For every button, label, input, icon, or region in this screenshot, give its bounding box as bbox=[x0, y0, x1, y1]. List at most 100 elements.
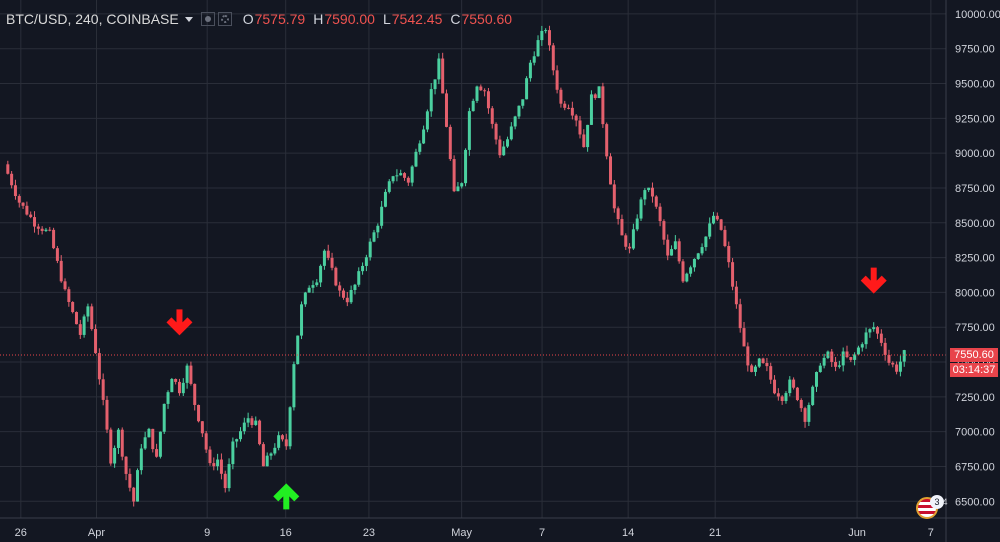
event-count-badge-secondary: 4 bbox=[942, 497, 948, 507]
candle-body bbox=[807, 405, 811, 422]
candle-body bbox=[444, 93, 448, 127]
candle-body bbox=[246, 418, 250, 423]
price-tick-label: 10000.00 bbox=[955, 9, 1000, 21]
candle-body bbox=[822, 357, 826, 366]
candle-body bbox=[513, 116, 517, 127]
candle-body bbox=[151, 428, 155, 450]
candle-body bbox=[71, 302, 75, 313]
candle-body bbox=[177, 381, 181, 394]
candle-body bbox=[765, 363, 769, 367]
candle-body bbox=[456, 186, 460, 192]
candle-body bbox=[708, 223, 712, 237]
candle-body bbox=[143, 437, 147, 449]
candle-body bbox=[464, 149, 468, 184]
candle-body bbox=[666, 239, 670, 256]
candle-body bbox=[288, 407, 292, 447]
candle-body bbox=[521, 99, 525, 106]
candle-body bbox=[433, 79, 437, 90]
candle-body bbox=[586, 124, 590, 148]
candle-body bbox=[25, 205, 29, 215]
time-tick-label: 26 bbox=[15, 527, 27, 539]
candle-body bbox=[475, 86, 479, 101]
time-tick-label: May bbox=[451, 527, 472, 539]
low-label: L bbox=[382, 11, 391, 27]
symbol-legend: BTC/USD, 240, COINBASE O 7575.79 H 7590.00… bbox=[6, 9, 512, 29]
candle-body bbox=[13, 185, 17, 197]
candle-body bbox=[258, 420, 262, 445]
candle-body bbox=[849, 357, 853, 360]
candle-body bbox=[715, 215, 719, 220]
candle-body bbox=[700, 247, 704, 254]
candle-body bbox=[689, 267, 693, 274]
candle-body bbox=[601, 86, 605, 125]
symbol-dropdown-icon[interactable] bbox=[184, 16, 193, 22]
candle-body bbox=[261, 444, 265, 467]
candle-body bbox=[147, 428, 151, 438]
candle-body bbox=[326, 250, 330, 258]
time-tick-label: 7 bbox=[928, 527, 934, 539]
high-value: 7590.00 bbox=[324, 11, 375, 27]
candle-body bbox=[559, 89, 563, 104]
candle-body bbox=[86, 306, 90, 317]
candle-body bbox=[21, 202, 25, 206]
candle-body bbox=[727, 246, 731, 263]
candle-body bbox=[109, 429, 113, 464]
candle-body bbox=[834, 361, 838, 367]
candle-body bbox=[280, 435, 284, 440]
candle-body bbox=[82, 316, 86, 335]
candle-body bbox=[116, 429, 120, 448]
candle-body bbox=[200, 421, 204, 434]
time-tick-label: 16 bbox=[280, 527, 292, 539]
candle-body bbox=[563, 103, 567, 108]
candle-body bbox=[746, 346, 750, 366]
up-arrow-marker bbox=[273, 483, 300, 510]
candle-body bbox=[128, 473, 132, 488]
candle-body bbox=[643, 190, 647, 200]
candle-body bbox=[856, 347, 860, 355]
candle-body bbox=[254, 420, 258, 425]
candle-body bbox=[29, 214, 33, 218]
candle-body bbox=[311, 285, 315, 288]
candle-body bbox=[97, 353, 101, 380]
candle-body bbox=[673, 241, 677, 250]
candle-body bbox=[395, 175, 399, 177]
candle-body bbox=[544, 30, 548, 32]
candle-body bbox=[704, 236, 708, 248]
candle-body bbox=[483, 90, 487, 92]
candle-body bbox=[502, 146, 506, 156]
candle-body bbox=[403, 173, 407, 178]
candle-body bbox=[769, 366, 773, 380]
price-tick-label: 9000.00 bbox=[955, 148, 995, 160]
candle-body bbox=[380, 206, 384, 226]
time-tick-label: 14 bbox=[622, 527, 634, 539]
candle-body bbox=[425, 111, 429, 130]
candle-body bbox=[441, 58, 445, 94]
candle-body bbox=[612, 184, 616, 209]
candle-body bbox=[555, 70, 559, 90]
candle-body bbox=[902, 350, 906, 362]
candle-body bbox=[761, 358, 765, 364]
candle-body bbox=[681, 261, 685, 282]
candle-body bbox=[322, 250, 326, 266]
candle-body bbox=[567, 107, 571, 109]
candle-body bbox=[685, 273, 689, 282]
candle-body bbox=[357, 271, 361, 285]
events-badge[interactable]: 3 4 bbox=[916, 495, 948, 519]
candle-body bbox=[750, 365, 754, 372]
candle-body bbox=[570, 107, 574, 116]
time-tick-label: Jun bbox=[848, 527, 866, 539]
symbol-label[interactable]: BTC/USD, 240, COINBASE bbox=[6, 11, 179, 27]
event-count-badge: 3 bbox=[930, 495, 944, 509]
candle-body bbox=[406, 177, 410, 183]
visibility-icon[interactable] bbox=[200, 12, 215, 26]
settings-icon[interactable] bbox=[217, 12, 232, 26]
candle-body bbox=[292, 364, 296, 408]
candle-body bbox=[776, 393, 780, 397]
candle-body bbox=[883, 342, 887, 355]
candle-body bbox=[795, 387, 799, 400]
candle-body bbox=[193, 383, 197, 405]
candle-body bbox=[654, 196, 658, 207]
candle-body bbox=[437, 58, 441, 80]
